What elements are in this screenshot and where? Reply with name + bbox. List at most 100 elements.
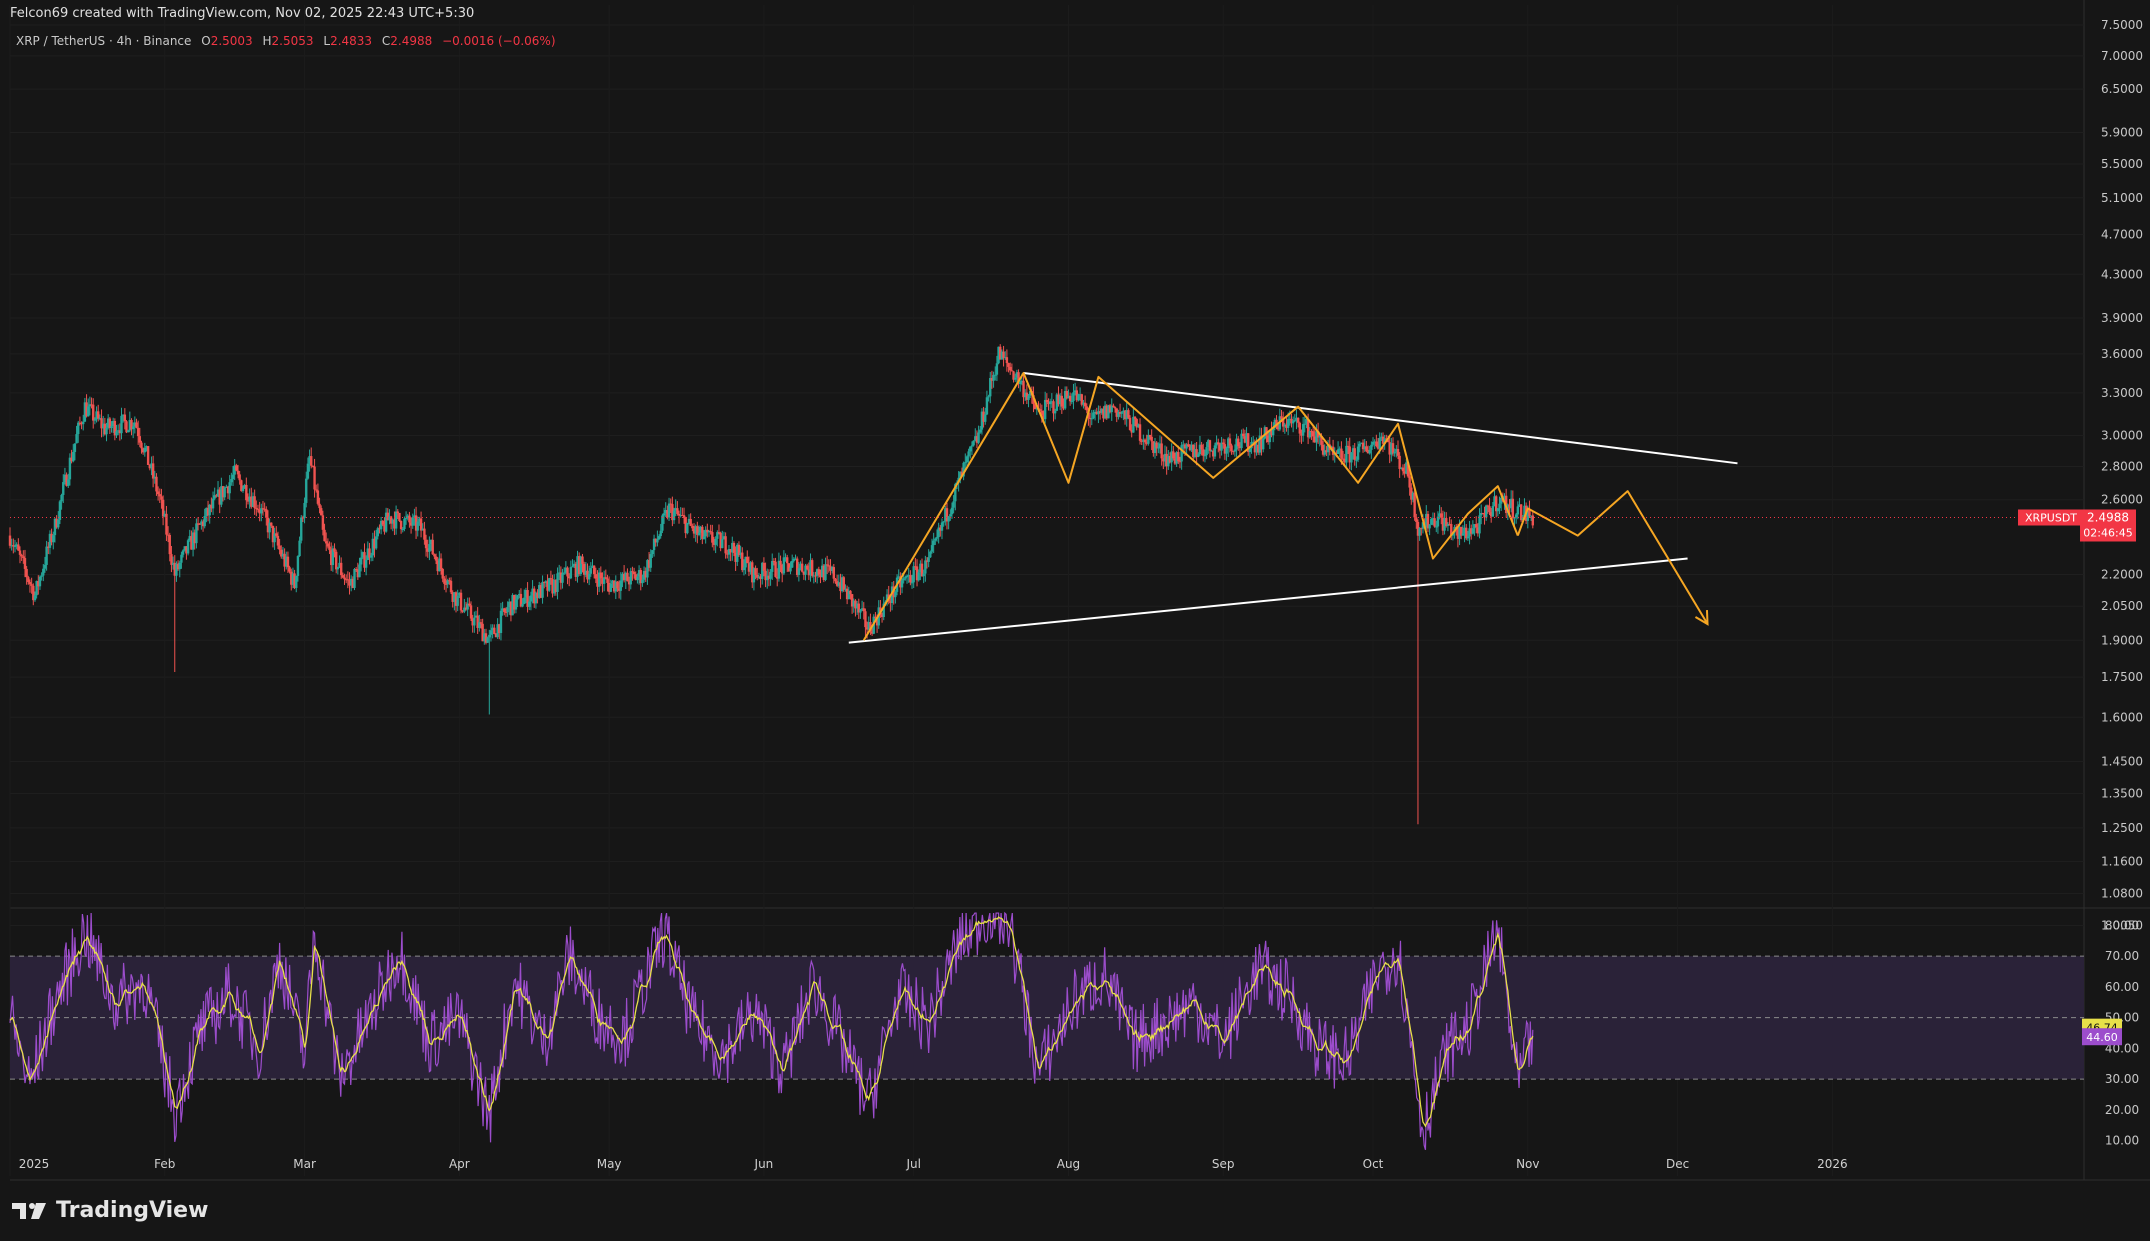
candle-body xyxy=(326,543,330,547)
candle-body xyxy=(977,432,980,443)
candle-body xyxy=(434,556,438,561)
rsi-tick-label: 80.00 xyxy=(2105,918,2139,932)
candle-body xyxy=(1140,440,1143,442)
candle-body xyxy=(1143,439,1147,443)
candle-body xyxy=(862,608,865,612)
candle-body xyxy=(1280,416,1283,419)
candle-body xyxy=(649,554,652,568)
candle-body xyxy=(1100,408,1103,413)
rsi-ma-line[interactable] xyxy=(9,916,1534,1128)
candle-body xyxy=(379,520,383,530)
candle-body xyxy=(769,571,772,579)
candle-body xyxy=(399,520,403,530)
candle-body xyxy=(1167,456,1170,467)
candle-body xyxy=(1195,449,1198,457)
trendline-upper-resistance[interactable] xyxy=(1023,371,1738,465)
candle-body xyxy=(989,378,992,397)
candle-body xyxy=(286,556,290,568)
candle-body xyxy=(216,489,220,497)
candle-body xyxy=(429,539,433,545)
time-tick-label: Aug xyxy=(1057,1157,1080,1171)
candle-body xyxy=(27,577,30,583)
candle-body xyxy=(1147,434,1150,444)
candle-body xyxy=(1007,363,1010,367)
candle-body xyxy=(1103,405,1107,419)
symbol-badge[interactable] xyxy=(2018,509,2084,526)
candle-body xyxy=(456,595,459,606)
candle-body xyxy=(782,557,786,574)
candle-body xyxy=(1291,420,1295,424)
candle-body xyxy=(1471,528,1475,534)
candle-body xyxy=(1303,423,1306,425)
wave-path[interactable] xyxy=(862,371,1519,641)
candle-body xyxy=(1386,439,1390,443)
candle-body xyxy=(639,570,642,584)
candle-body xyxy=(686,522,689,534)
candle-body xyxy=(60,494,63,502)
candle-body xyxy=(1027,395,1030,400)
candle-body xyxy=(642,571,646,580)
candle-body xyxy=(233,465,236,475)
candle-body xyxy=(679,515,682,517)
candle-body xyxy=(463,607,466,612)
candle-body xyxy=(62,482,65,495)
candle-body xyxy=(732,542,736,553)
candle-body xyxy=(854,600,857,609)
candle-body xyxy=(521,604,524,607)
candle-body xyxy=(138,436,142,443)
candle-body xyxy=(52,535,55,543)
candle-body xyxy=(349,578,353,586)
candle-body xyxy=(1290,418,1293,424)
trendline-lower-support[interactable] xyxy=(848,557,1688,644)
candle-body xyxy=(599,572,603,579)
symbol-name[interactable]: XRP / TetherUS · 4h · Binance xyxy=(16,34,192,48)
price-grid xyxy=(10,24,2084,927)
candle-body xyxy=(1093,411,1097,413)
candle-body xyxy=(1448,523,1451,525)
candle-body xyxy=(1077,394,1080,401)
candle-body xyxy=(170,554,173,565)
candle-body xyxy=(389,516,393,524)
rsi-line[interactable] xyxy=(9,911,1534,1151)
candle-body xyxy=(151,463,155,479)
candle-body xyxy=(1242,433,1245,437)
candle-body xyxy=(519,593,523,607)
candle-body xyxy=(1177,452,1180,462)
candle-body xyxy=(256,508,260,510)
candle-body xyxy=(805,565,809,570)
candle-body xyxy=(714,538,717,545)
candle-body xyxy=(829,566,832,571)
candle-body xyxy=(1220,442,1223,451)
candle-body xyxy=(1465,527,1468,539)
candle-body xyxy=(155,476,158,492)
candle-body xyxy=(323,529,326,542)
candle-body xyxy=(163,513,166,517)
candle-body xyxy=(57,519,60,528)
candles[interactable] xyxy=(8,344,1534,825)
candle-body xyxy=(1316,431,1320,438)
candle-body xyxy=(1180,445,1183,462)
candle-body xyxy=(1440,513,1443,518)
candle-body xyxy=(1395,449,1398,452)
candle-body xyxy=(1516,506,1520,515)
candle-body xyxy=(666,510,669,518)
candle-body xyxy=(1107,405,1110,419)
candle-body xyxy=(1128,417,1132,430)
candle-body xyxy=(1158,443,1162,448)
candle-body xyxy=(810,560,814,576)
candle-body xyxy=(807,569,811,576)
candle-body xyxy=(105,427,108,435)
tradingview-brand[interactable]: TradingView xyxy=(12,1198,208,1223)
candle-body xyxy=(624,572,627,581)
candle-body xyxy=(1237,438,1240,447)
price-badge[interactable] xyxy=(2080,509,2136,542)
candle-body xyxy=(30,584,33,586)
candle-body xyxy=(1068,395,1072,402)
candle-body xyxy=(1198,444,1202,455)
candle-body xyxy=(368,548,371,558)
candle-body xyxy=(897,576,900,578)
candle-body xyxy=(752,568,756,583)
candle-body xyxy=(468,603,471,606)
projection-path[interactable] xyxy=(1516,490,1709,625)
